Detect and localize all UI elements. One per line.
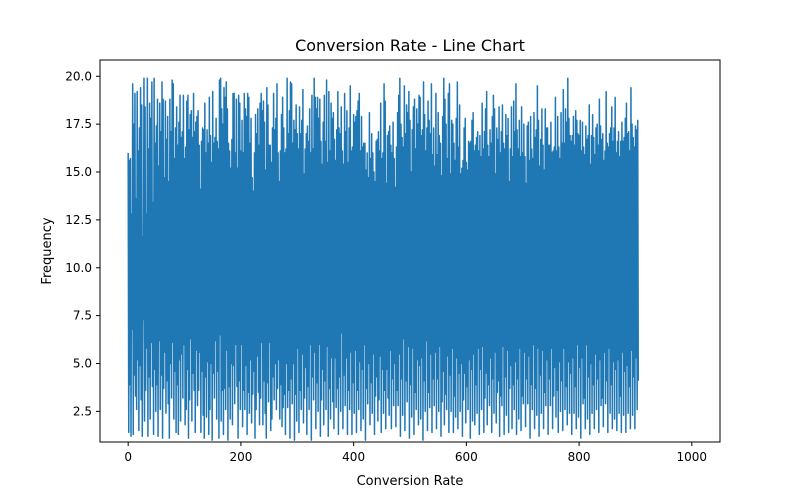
y-tick-label: 15.0 xyxy=(65,165,92,179)
y-tick-label: 7.5 xyxy=(73,309,92,323)
series-line-0 xyxy=(127,77,640,441)
y-tick-label: 10.0 xyxy=(65,261,92,275)
y-axis-title: Frequency xyxy=(40,217,55,284)
x-tick-label: 1000 xyxy=(677,450,708,464)
x-axis-title: Conversion Rate xyxy=(357,474,464,489)
y-tick-label: 12.5 xyxy=(65,213,92,227)
x-tick-label: 400 xyxy=(342,450,365,464)
x-tick-label: 800 xyxy=(568,450,591,464)
y-tick-label: 17.5 xyxy=(65,117,92,131)
plot-frame xyxy=(99,59,721,443)
x-tick-label: 200 xyxy=(229,450,252,464)
y-tick-label: 20.0 xyxy=(65,69,92,83)
x-tick-label: 600 xyxy=(455,450,478,464)
plot-area xyxy=(127,77,640,441)
x-tick-label: 0 xyxy=(124,450,132,464)
chart-title: Conversion Rate - Line Chart xyxy=(295,36,525,55)
x-axis: 0 200 400 600 800 1000 xyxy=(124,442,707,464)
y-tick-label: 2.5 xyxy=(73,404,92,418)
y-axis: 2.5 5.0 7.5 10.0 12.5 15.0 17.5 20.0 xyxy=(65,69,100,418)
y-tick-label: 5.0 xyxy=(73,356,92,370)
